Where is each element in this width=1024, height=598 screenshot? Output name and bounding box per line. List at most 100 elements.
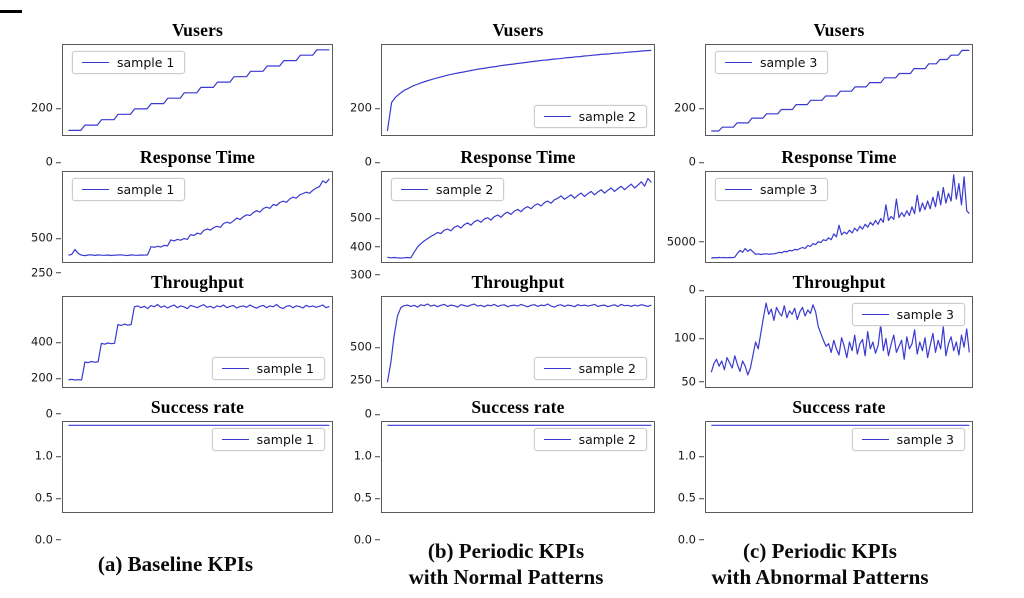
y-tick-label: 200 — [350, 102, 381, 114]
legend-label: sample 3 — [760, 55, 818, 70]
legend: sample 3 — [715, 178, 829, 201]
y-tick-label: 0 — [46, 407, 62, 420]
y-axis-ticks: 0 200 — [661, 44, 705, 167]
caption-line: with Abnormal Patterns — [711, 565, 929, 589]
y-tick-label: 500 — [350, 212, 381, 225]
legend-line-icon — [543, 439, 571, 440]
legend-label: sample 2 — [578, 432, 636, 447]
legend-line-icon — [82, 62, 109, 63]
caption-line: (b) Periodic KPIs — [427, 539, 585, 563]
y-tick-label: 1.0 — [354, 450, 381, 463]
legend: sample 3 — [715, 51, 829, 74]
chart-title: Throughput — [471, 272, 565, 292]
y-tick-label: 0 — [689, 156, 705, 168]
chart-title: Vusers — [171, 20, 224, 40]
legend-label: sample 1 — [256, 361, 314, 376]
plot-area: sample 3 — [705, 421, 973, 513]
legend-label: sample 2 — [436, 182, 494, 197]
legend-line-icon — [221, 368, 249, 369]
y-tick-label: 0.0 — [35, 533, 62, 546]
legend: sample 3 — [851, 303, 965, 326]
y-tick-label: 50 — [681, 375, 705, 388]
y-tick-label: 250 — [350, 374, 381, 387]
legend: sample 2 — [533, 105, 647, 128]
legend-label: sample 2 — [578, 361, 636, 376]
y-tick-label: 1.0 — [35, 450, 62, 463]
legend-line-icon — [82, 189, 109, 190]
plot-area: sample 2 — [381, 171, 655, 263]
line-series — [387, 424, 652, 426]
plot-area: sample 1 — [62, 296, 333, 388]
chart-title: Throughput — [150, 272, 245, 292]
legend-line-icon — [221, 439, 249, 440]
y-axis-ticks: 300 400 500 — [337, 171, 381, 279]
legend-label: sample 2 — [578, 109, 636, 124]
line-series — [386, 303, 652, 383]
y-axis-ticks: 0 5000 — [661, 171, 705, 295]
legend-label: sample 3 — [896, 307, 954, 322]
chart-title: Response Time — [139, 147, 256, 167]
chart-panel-vusers-c: Vusers 0 200 sample 3 — [661, 12, 973, 167]
y-tick-label: 0 — [365, 408, 381, 420]
caption-a: (a) Baseline KPIs — [18, 551, 333, 577]
chart-title: Success rate — [471, 397, 565, 417]
caption-c: (c) Periodic KPIs with Abnormal Patterns — [661, 538, 979, 590]
legend: sample 2 — [533, 428, 647, 451]
caption-line: (c) Periodic KPIs — [743, 539, 897, 563]
y-axis-ticks: 0.0 0.5 1.0 — [661, 421, 705, 544]
legend: sample 2 — [391, 178, 505, 201]
legend-label: sample 3 — [896, 432, 954, 447]
chart-panel-response-time-b: Response Time 300 400 500 sample 2 — [337, 139, 655, 279]
line-series — [387, 177, 652, 259]
y-tick-label: 1.0 — [678, 450, 705, 463]
legend-line-icon — [401, 189, 428, 190]
y-axis-ticks: 0.0 0.5 1.0 — [337, 421, 381, 544]
chart-panel-vusers-b: Vusers 0 200 sample 2 — [337, 12, 655, 167]
y-axis-ticks: 0.0 0.5 1.0 — [18, 421, 62, 544]
y-tick-label: 200 — [31, 372, 62, 384]
y-tick-label: 0 — [365, 156, 381, 168]
crop-artifact — [0, 10, 22, 13]
chart-title: Throughput — [792, 272, 886, 292]
y-axis-ticks: 50 100 — [661, 296, 705, 388]
legend: sample 1 — [72, 178, 186, 201]
caption-line: with Normal Patterns — [408, 565, 604, 589]
plot-area: sample 1 — [62, 171, 333, 263]
chart-panel-response-time-c: Response Time 0 5000 sample 3 — [661, 139, 973, 295]
y-tick-label: 100 — [674, 332, 705, 345]
y-tick-label: 500 — [350, 341, 381, 353]
chart-title: Vusers — [813, 20, 865, 40]
y-tick-label: 300 — [350, 268, 381, 281]
line-series — [68, 303, 330, 381]
legend-label: sample 1 — [117, 55, 175, 70]
y-tick-label: 0.5 — [678, 492, 705, 504]
legend-line-icon — [543, 368, 571, 369]
plot-area: sample 3 — [705, 44, 973, 136]
plot-area: sample 2 — [381, 44, 655, 136]
legend: sample 3 — [851, 428, 965, 451]
line-series — [68, 424, 330, 426]
chart-title: Response Time — [781, 147, 897, 167]
chart-panel-success-rate-b: Success rate 0.0 0.5 1.0 sample 2 — [337, 389, 655, 544]
plot-area: sample 2 — [381, 421, 655, 513]
line-series — [711, 49, 970, 132]
legend-line-icon — [861, 439, 889, 440]
y-tick-label: 200 — [674, 102, 705, 114]
legend: sample 2 — [533, 357, 647, 380]
legend-line-icon — [861, 314, 889, 315]
y-axis-ticks: 0 200 400 — [18, 296, 62, 418]
y-tick-label: 400 — [31, 336, 62, 349]
legend: sample 1 — [211, 428, 325, 451]
y-tick-label: 0.0 — [354, 533, 381, 546]
caption-b: (b) Periodic KPIs with Normal Patterns — [347, 538, 665, 590]
caption-line: (a) Baseline KPIs — [97, 552, 254, 576]
chart-title: Success rate — [150, 397, 245, 417]
line-series — [68, 178, 330, 257]
chart-panel-success-rate-c: Success rate 0.0 0.5 1.0 sample 3 — [661, 389, 973, 544]
y-tick-label: 200 — [31, 102, 62, 114]
y-tick-label: 500 — [31, 232, 62, 245]
chart-panel-success-rate-a: Success rate 0.0 0.5 1.0 sample 1 — [18, 389, 333, 544]
y-axis-ticks: 0 250 500 — [337, 296, 381, 419]
plot-area: sample 1 — [62, 44, 333, 136]
